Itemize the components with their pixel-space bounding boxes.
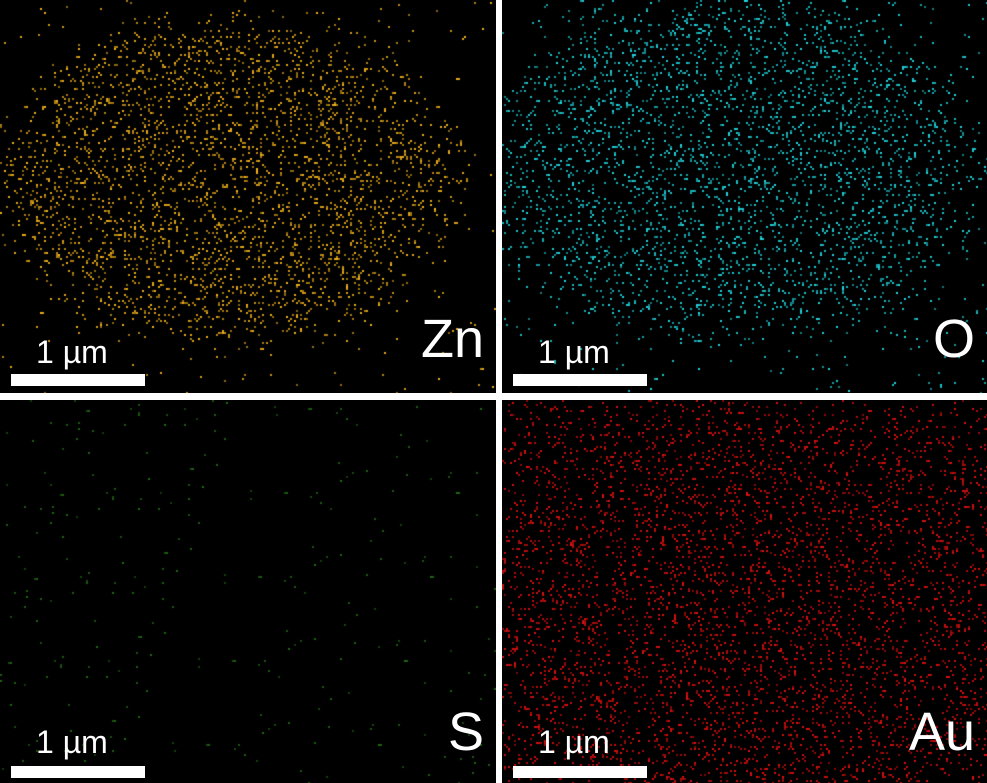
scale-bar xyxy=(11,374,145,386)
element-label-s: S xyxy=(447,702,484,762)
o-map-panel: 1 µm O xyxy=(502,0,987,393)
o-dot-map xyxy=(502,0,987,393)
au-dot-map xyxy=(502,400,987,783)
s-map-panel: 1 µm S xyxy=(0,400,496,783)
scale-bar xyxy=(513,374,647,386)
scale-bar-label: 1 µm xyxy=(538,724,610,760)
scale-bar-label: 1 µm xyxy=(538,334,610,370)
au-map-panel: 1 µm Au xyxy=(502,400,987,783)
zn-dot-map xyxy=(0,0,496,393)
scale-bar xyxy=(11,766,145,778)
scale-bar xyxy=(513,766,647,778)
element-label-o: O xyxy=(932,309,975,369)
s-dot-map xyxy=(0,400,496,783)
scale-bar-label: 1 µm xyxy=(36,724,108,760)
zn-map-panel: 1 µm Zn xyxy=(0,0,496,393)
scale-bar-label: 1 µm xyxy=(36,334,108,370)
element-label-au: Au xyxy=(908,702,975,762)
element-label-zn: Zn xyxy=(420,309,484,369)
